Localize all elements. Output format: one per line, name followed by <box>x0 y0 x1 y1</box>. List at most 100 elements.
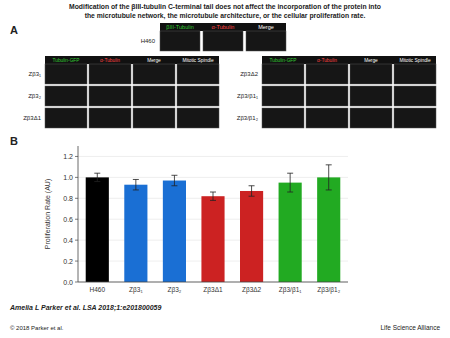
row-label: Zβ3Δ2 <box>240 71 258 77</box>
x-axis <box>78 282 348 283</box>
tick-mark <box>75 219 78 220</box>
error-bar <box>326 165 332 190</box>
row-label: Zβ3₁ <box>29 71 41 77</box>
copyright: © 2018 Parker et al. <box>10 325 64 331</box>
image-placeholder <box>306 108 348 128</box>
tick-mark <box>75 156 78 157</box>
column-header: Mitotic Spindle <box>182 58 214 63</box>
column-header: Mitotic Spindle <box>399 58 431 63</box>
tick-label: 0.6 <box>63 216 73 223</box>
y-axis-label: Proliferation Rate (AU) <box>44 179 52 249</box>
error-bar <box>287 173 293 192</box>
error-bar <box>171 175 177 185</box>
plot-area <box>86 165 341 282</box>
image-placeholder <box>203 31 243 51</box>
tick-mark <box>75 261 78 262</box>
tick-label: 0.4 <box>63 237 73 244</box>
column-header: Merge <box>147 58 161 63</box>
bar <box>124 185 147 282</box>
header-band <box>262 56 436 64</box>
tick-label: 1.2 <box>63 153 73 160</box>
image-placeholder <box>262 86 304 106</box>
error-bar <box>94 173 100 181</box>
tick-mark <box>75 198 78 199</box>
bar <box>317 177 340 282</box>
category-label: H460 <box>90 286 106 293</box>
error-bar <box>249 186 255 196</box>
image-placeholder <box>306 64 348 84</box>
title: Modification of the βIII-tubulin C-termi… <box>69 3 381 20</box>
title-line: the microtubule network, the microtubule… <box>85 12 366 20</box>
image-placeholder <box>350 108 392 128</box>
error-bar <box>133 179 139 189</box>
column-header: Tubulin-GFP <box>52 58 79 63</box>
image-placeholder <box>394 108 436 128</box>
header-band <box>45 56 219 64</box>
image-placeholder <box>262 64 304 84</box>
column-header: Merge <box>258 24 274 30</box>
category-label: Zβ3/β1₁ <box>279 286 302 294</box>
column-header: Merge <box>364 58 378 63</box>
category-label: Zβ3/β1₂ <box>317 286 340 294</box>
column-header: α-Tubulin <box>212 24 235 30</box>
bar <box>163 181 186 282</box>
image-placeholder <box>133 64 175 84</box>
column-header: α-Tubulin <box>100 58 120 63</box>
logo-text: Life Science Alliance <box>380 324 440 331</box>
image-placeholder <box>89 86 131 106</box>
category-label: Zβ3Δ2 <box>242 286 262 294</box>
image-placeholder <box>246 31 286 51</box>
citation: Amelia L Parker et al. LSA 2018;1:e20180… <box>9 304 161 312</box>
header-band <box>160 23 286 31</box>
row-label: Zβ3/β1₁ <box>237 93 258 99</box>
tick-mark <box>75 282 78 283</box>
image-placeholder <box>133 86 175 106</box>
grid-line <box>78 282 348 283</box>
figure: Modification of the βIII-tubulin C-termi… <box>0 0 450 338</box>
bar-chart: 0.0 0.2 0.4 0.6 0.8 1.0 1.2 H460 Zβ3₁ Zβ3₂ Zβ3Δ1 Zβ… <box>44 146 348 294</box>
grid-line <box>78 156 348 157</box>
image-placeholder <box>45 108 87 128</box>
tick-label: 0.8 <box>63 195 73 202</box>
column-header: βIII-Tubulin <box>166 24 193 30</box>
image-placeholder <box>160 31 200 51</box>
image-placeholder <box>133 108 175 128</box>
category-label: Zβ3Δ1 <box>203 286 223 294</box>
bar <box>240 191 263 282</box>
image-placeholder <box>394 64 436 84</box>
image-placeholder <box>89 108 131 128</box>
bar <box>201 196 224 282</box>
column-header: Tubulin-GFP <box>269 58 296 63</box>
bar <box>279 183 302 282</box>
image-placeholder <box>177 86 219 106</box>
row-label: H460 <box>141 38 156 44</box>
image-placeholder <box>177 64 219 84</box>
error-bar <box>210 192 216 200</box>
image-placeholder <box>350 64 392 84</box>
bar <box>86 177 109 282</box>
grid-line <box>78 177 348 178</box>
category-label: Zβ3₂ <box>167 286 181 294</box>
row-label: Zβ3Δ1 <box>23 115 41 121</box>
title-line: Modification of the βIII-tubulin C-termi… <box>69 3 381 11</box>
row-label: Zβ3₂ <box>28 93 41 99</box>
image-placeholder <box>262 108 304 128</box>
tick-mark <box>75 240 78 241</box>
image-placeholder <box>350 86 392 106</box>
column-header: α-Tubulin <box>317 58 337 63</box>
image-placeholder <box>394 86 436 106</box>
tick-mark <box>75 177 78 178</box>
image-placeholder <box>45 86 87 106</box>
row-label: Zβ3/β1₂ <box>237 115 259 121</box>
tick-label: 0.2 <box>63 258 73 265</box>
image-placeholder <box>177 108 219 128</box>
image-placeholder <box>45 64 87 84</box>
panel-label: B <box>10 135 18 147</box>
panel-label: A <box>10 24 18 36</box>
y-axis <box>78 146 79 282</box>
image-placeholder <box>89 64 131 84</box>
tick-label: 1.0 <box>63 174 73 181</box>
tick-label: 0.0 <box>63 279 73 286</box>
category-label: Zβ3₁ <box>129 286 143 294</box>
image-placeholder <box>306 86 348 106</box>
